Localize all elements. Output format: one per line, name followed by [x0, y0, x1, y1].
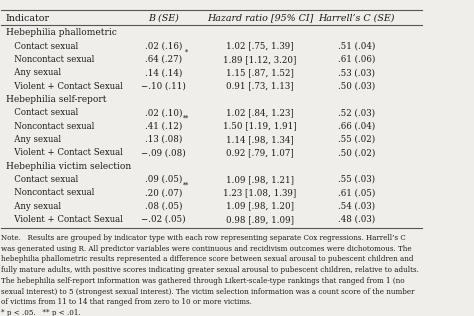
Text: Any sexual: Any sexual — [6, 68, 61, 77]
Text: 1.15 [.87, 1.52]: 1.15 [.87, 1.52] — [226, 68, 294, 77]
Text: sexual interest) to 5 (strongest sexual interest). The victim selection informat: sexual interest) to 5 (strongest sexual … — [1, 288, 415, 296]
Text: 1.89 [1.12, 3.20]: 1.89 [1.12, 3.20] — [223, 55, 297, 64]
Text: Hebephilia self-report: Hebephilia self-report — [6, 95, 106, 104]
Text: Note.   Results are grouped by indicator type with each row representing separat: Note. Results are grouped by indicator t… — [1, 234, 406, 242]
Text: Contact sexual: Contact sexual — [6, 108, 78, 117]
Text: 1.09 [.98, 1.21]: 1.09 [.98, 1.21] — [226, 175, 294, 184]
Text: fully mature adults, with positive scores indicating greater sexual arousal to p: fully mature adults, with positive score… — [1, 266, 419, 274]
Text: .64 (.27): .64 (.27) — [145, 55, 182, 64]
Text: Hazard ratio [95% CI]: Hazard ratio [95% CI] — [207, 14, 313, 22]
Text: The hebephilia self-report information was gathered through Likert-scale-type ra: The hebephilia self-report information w… — [1, 277, 405, 285]
Text: Contact sexual: Contact sexual — [6, 41, 78, 51]
Text: .53 (.03): .53 (.03) — [338, 68, 375, 77]
Text: Contact sexual: Contact sexual — [6, 175, 78, 184]
Text: Any sexual: Any sexual — [6, 202, 61, 211]
Text: .50 (.02): .50 (.02) — [338, 148, 375, 157]
Text: .52 (.03): .52 (.03) — [338, 108, 375, 117]
Text: *: * — [185, 48, 188, 56]
Text: −.02 (.05): −.02 (.05) — [141, 215, 186, 224]
Text: Violent + Contact Sexual: Violent + Contact Sexual — [6, 82, 122, 91]
Text: Hebephilia phallometric: Hebephilia phallometric — [6, 28, 117, 37]
Text: Indicator: Indicator — [6, 14, 50, 22]
Text: 1.02 [.75, 1.39]: 1.02 [.75, 1.39] — [226, 41, 294, 51]
Text: .51 (.04): .51 (.04) — [338, 41, 375, 51]
Text: * p < .05.   ** p < .01.: * p < .05. ** p < .01. — [1, 309, 81, 316]
Text: .14 (.14): .14 (.14) — [145, 68, 182, 77]
Text: was generated using R. All predictor variables were continuous and recidivism ou: was generated using R. All predictor var… — [1, 245, 412, 252]
Text: 0.91 [.73, 1.13]: 0.91 [.73, 1.13] — [226, 82, 294, 91]
Text: Noncontact sexual: Noncontact sexual — [6, 188, 94, 197]
Text: −.10 (.11): −.10 (.11) — [141, 82, 186, 91]
Text: .55 (.03): .55 (.03) — [338, 175, 375, 184]
Text: .08 (.05): .08 (.05) — [145, 202, 182, 211]
Text: .55 (.02): .55 (.02) — [338, 135, 375, 144]
Text: .02 (.10): .02 (.10) — [145, 108, 182, 117]
Text: .66 (.04): .66 (.04) — [338, 122, 375, 131]
Text: Violent + Contact Sexual: Violent + Contact Sexual — [6, 148, 122, 157]
Text: Violent + Contact Sexual: Violent + Contact Sexual — [6, 215, 122, 224]
Text: .50 (.03): .50 (.03) — [338, 82, 375, 91]
Text: .13 (.08): .13 (.08) — [145, 135, 182, 144]
Text: Hebephilia victim selection: Hebephilia victim selection — [6, 161, 131, 171]
Text: B (SE): B (SE) — [148, 14, 179, 22]
Text: 1.23 [1.08, 1.39]: 1.23 [1.08, 1.39] — [224, 188, 297, 197]
Text: .54 (.03): .54 (.03) — [338, 202, 375, 211]
Text: −.09 (.08): −.09 (.08) — [141, 148, 186, 157]
Text: .48 (.03): .48 (.03) — [338, 215, 375, 224]
Text: Any sexual: Any sexual — [6, 135, 61, 144]
Text: .20 (.07): .20 (.07) — [145, 188, 182, 197]
Text: Harrell’s C (SE): Harrell’s C (SE) — [319, 14, 395, 22]
Text: Noncontact sexual: Noncontact sexual — [6, 122, 94, 131]
Text: 1.09 [.98, 1.20]: 1.09 [.98, 1.20] — [226, 202, 294, 211]
Text: 1.50 [1.19, 1.91]: 1.50 [1.19, 1.91] — [223, 122, 297, 131]
Text: 0.92 [.79, 1.07]: 0.92 [.79, 1.07] — [226, 148, 294, 157]
Text: **: ** — [183, 115, 190, 123]
Text: of victims from 11 to 14 that ranged from zero to 10 or more victims.: of victims from 11 to 14 that ranged fro… — [1, 299, 252, 307]
Text: .09 (.05): .09 (.05) — [145, 175, 182, 184]
Text: Noncontact sexual: Noncontact sexual — [6, 55, 94, 64]
Text: .61 (.06): .61 (.06) — [338, 55, 375, 64]
Text: 0.98 [.89, 1.09]: 0.98 [.89, 1.09] — [226, 215, 294, 224]
Text: .41 (.12): .41 (.12) — [145, 122, 182, 131]
Text: .61 (.05): .61 (.05) — [338, 188, 375, 197]
Text: 1.14 [.98, 1.34]: 1.14 [.98, 1.34] — [226, 135, 294, 144]
Text: .02 (.16): .02 (.16) — [145, 41, 182, 51]
Text: **: ** — [183, 182, 190, 190]
Text: 1.02 [.84, 1.23]: 1.02 [.84, 1.23] — [226, 108, 294, 117]
Text: hebephilia phallometric results represented a difference score between sexual ar: hebephilia phallometric results represen… — [1, 255, 414, 263]
